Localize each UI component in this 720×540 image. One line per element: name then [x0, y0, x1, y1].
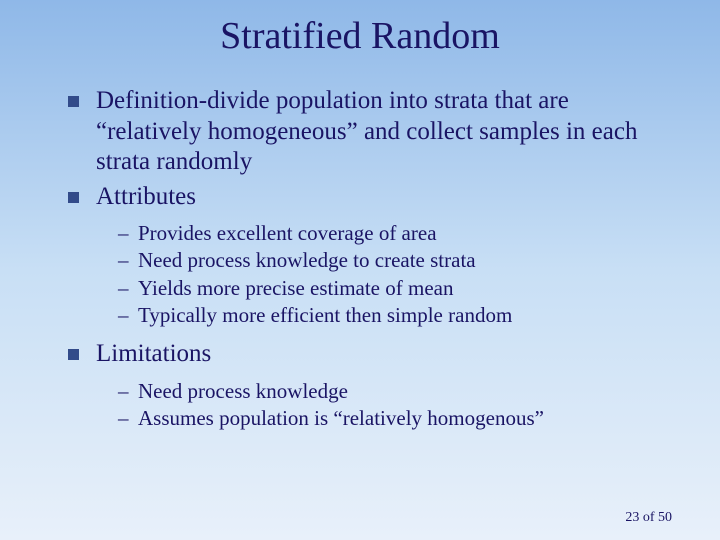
list-item-text: Assumes population is “relatively homoge…: [138, 406, 544, 430]
list-item: Need process knowledge: [118, 378, 680, 405]
list-item: Need process knowledge to create strata: [118, 247, 680, 274]
list-item-text: Typically more efficient then simple ran…: [138, 303, 512, 327]
list-item: Typically more efficient then simple ran…: [118, 302, 680, 329]
bullet-attributes: Attributes Provides excellent coverage o…: [68, 182, 680, 330]
list-item-text: Provides excellent coverage of area: [138, 221, 437, 245]
bullet-limitations: Limitations Need process knowledge Assum…: [68, 339, 680, 432]
bullet-list-level1: Definition-divide population into strata…: [40, 86, 680, 432]
bullet-attributes-label: Attributes: [96, 183, 196, 210]
list-item-text: Need process knowledge to create strata: [138, 248, 476, 272]
bullet-definition: Definition-divide population into strata…: [68, 86, 680, 178]
limitations-sublist: Need process knowledge Assumes populatio…: [96, 378, 680, 433]
bullet-limitations-label: Limitations: [96, 340, 211, 367]
attributes-sublist: Provides excellent coverage of area Need…: [96, 220, 680, 329]
list-item-text: Need process knowledge: [138, 379, 348, 403]
bullet-definition-text: Definition-divide population into strata…: [96, 87, 637, 175]
slide-number: 23 of 50: [625, 510, 672, 526]
list-item: Assumes population is “relatively homoge…: [118, 405, 680, 432]
list-item: Provides excellent coverage of area: [118, 220, 680, 247]
slide: Stratified Random Definition-divide popu…: [0, 0, 720, 540]
slide-title: Stratified Random: [40, 14, 680, 58]
list-item-text: Yields more precise estimate of mean: [138, 276, 453, 300]
list-item: Yields more precise estimate of mean: [118, 275, 680, 302]
